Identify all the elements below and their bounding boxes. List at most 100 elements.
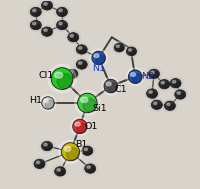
Ellipse shape xyxy=(129,50,135,55)
Ellipse shape xyxy=(76,123,86,133)
Ellipse shape xyxy=(106,82,111,86)
Ellipse shape xyxy=(54,68,69,80)
Ellipse shape xyxy=(91,51,105,65)
Ellipse shape xyxy=(39,0,54,12)
Ellipse shape xyxy=(79,63,86,68)
Ellipse shape xyxy=(45,4,51,9)
Ellipse shape xyxy=(59,71,62,74)
Ellipse shape xyxy=(34,159,45,169)
Ellipse shape xyxy=(79,48,86,53)
Ellipse shape xyxy=(167,104,173,109)
Ellipse shape xyxy=(172,88,187,101)
Ellipse shape xyxy=(128,49,131,51)
Ellipse shape xyxy=(84,148,87,151)
Ellipse shape xyxy=(60,72,66,77)
Ellipse shape xyxy=(56,20,67,30)
Ellipse shape xyxy=(58,140,82,163)
Ellipse shape xyxy=(112,42,125,53)
Ellipse shape xyxy=(67,69,77,79)
Ellipse shape xyxy=(57,169,60,171)
Ellipse shape xyxy=(77,93,97,113)
Ellipse shape xyxy=(34,10,40,16)
Ellipse shape xyxy=(104,79,117,93)
Ellipse shape xyxy=(70,117,89,136)
Ellipse shape xyxy=(76,60,87,69)
Ellipse shape xyxy=(48,64,76,93)
Ellipse shape xyxy=(67,33,78,42)
Ellipse shape xyxy=(151,100,161,109)
Text: B1: B1 xyxy=(75,140,87,149)
Ellipse shape xyxy=(150,71,153,74)
Ellipse shape xyxy=(144,87,159,100)
Ellipse shape xyxy=(78,47,82,49)
Ellipse shape xyxy=(146,89,157,98)
Ellipse shape xyxy=(177,93,184,98)
Ellipse shape xyxy=(44,29,47,32)
Ellipse shape xyxy=(44,3,47,5)
Ellipse shape xyxy=(74,43,89,56)
Ellipse shape xyxy=(60,23,66,29)
Ellipse shape xyxy=(45,145,51,150)
Ellipse shape xyxy=(60,10,66,16)
Ellipse shape xyxy=(176,92,180,94)
Ellipse shape xyxy=(128,70,141,83)
Ellipse shape xyxy=(148,69,159,79)
Ellipse shape xyxy=(116,45,119,47)
Ellipse shape xyxy=(74,90,100,116)
Ellipse shape xyxy=(167,77,182,90)
Ellipse shape xyxy=(54,72,62,78)
Ellipse shape xyxy=(58,170,64,175)
Ellipse shape xyxy=(41,141,52,151)
Text: Cl1: Cl1 xyxy=(38,71,53,80)
Ellipse shape xyxy=(126,68,143,85)
Ellipse shape xyxy=(130,73,135,76)
Ellipse shape xyxy=(71,36,77,41)
Ellipse shape xyxy=(89,49,107,67)
Ellipse shape xyxy=(169,79,180,88)
Ellipse shape xyxy=(72,119,87,133)
Ellipse shape xyxy=(44,143,47,146)
Ellipse shape xyxy=(36,161,40,164)
Ellipse shape xyxy=(85,149,91,154)
Ellipse shape xyxy=(66,31,80,43)
Ellipse shape xyxy=(126,47,136,56)
Ellipse shape xyxy=(164,101,175,110)
Text: Si1: Si1 xyxy=(92,104,106,113)
Ellipse shape xyxy=(37,162,44,168)
Ellipse shape xyxy=(83,98,96,112)
Ellipse shape xyxy=(80,97,87,102)
Ellipse shape xyxy=(146,68,161,80)
Ellipse shape xyxy=(74,58,89,71)
Ellipse shape xyxy=(32,158,47,170)
Ellipse shape xyxy=(51,68,73,89)
Ellipse shape xyxy=(69,71,72,74)
Ellipse shape xyxy=(59,22,62,25)
Ellipse shape xyxy=(56,7,67,17)
Ellipse shape xyxy=(45,100,54,109)
Ellipse shape xyxy=(32,22,36,25)
Ellipse shape xyxy=(76,45,87,54)
Ellipse shape xyxy=(80,145,94,157)
Ellipse shape xyxy=(158,80,169,89)
Text: H1: H1 xyxy=(29,96,42,105)
Ellipse shape xyxy=(75,122,80,126)
Ellipse shape xyxy=(107,83,117,92)
Ellipse shape xyxy=(28,6,43,18)
Text: C1: C1 xyxy=(114,85,127,94)
Ellipse shape xyxy=(59,9,62,12)
Ellipse shape xyxy=(39,140,54,152)
Ellipse shape xyxy=(149,99,163,111)
Ellipse shape xyxy=(39,25,54,38)
Ellipse shape xyxy=(172,81,175,83)
Ellipse shape xyxy=(114,43,124,52)
Ellipse shape xyxy=(40,95,56,111)
Ellipse shape xyxy=(154,103,160,108)
Ellipse shape xyxy=(30,7,41,17)
Ellipse shape xyxy=(81,146,92,156)
Ellipse shape xyxy=(173,82,179,87)
Ellipse shape xyxy=(41,27,52,36)
Ellipse shape xyxy=(41,1,52,10)
Ellipse shape xyxy=(87,166,90,168)
Ellipse shape xyxy=(148,91,152,93)
Ellipse shape xyxy=(95,55,105,64)
